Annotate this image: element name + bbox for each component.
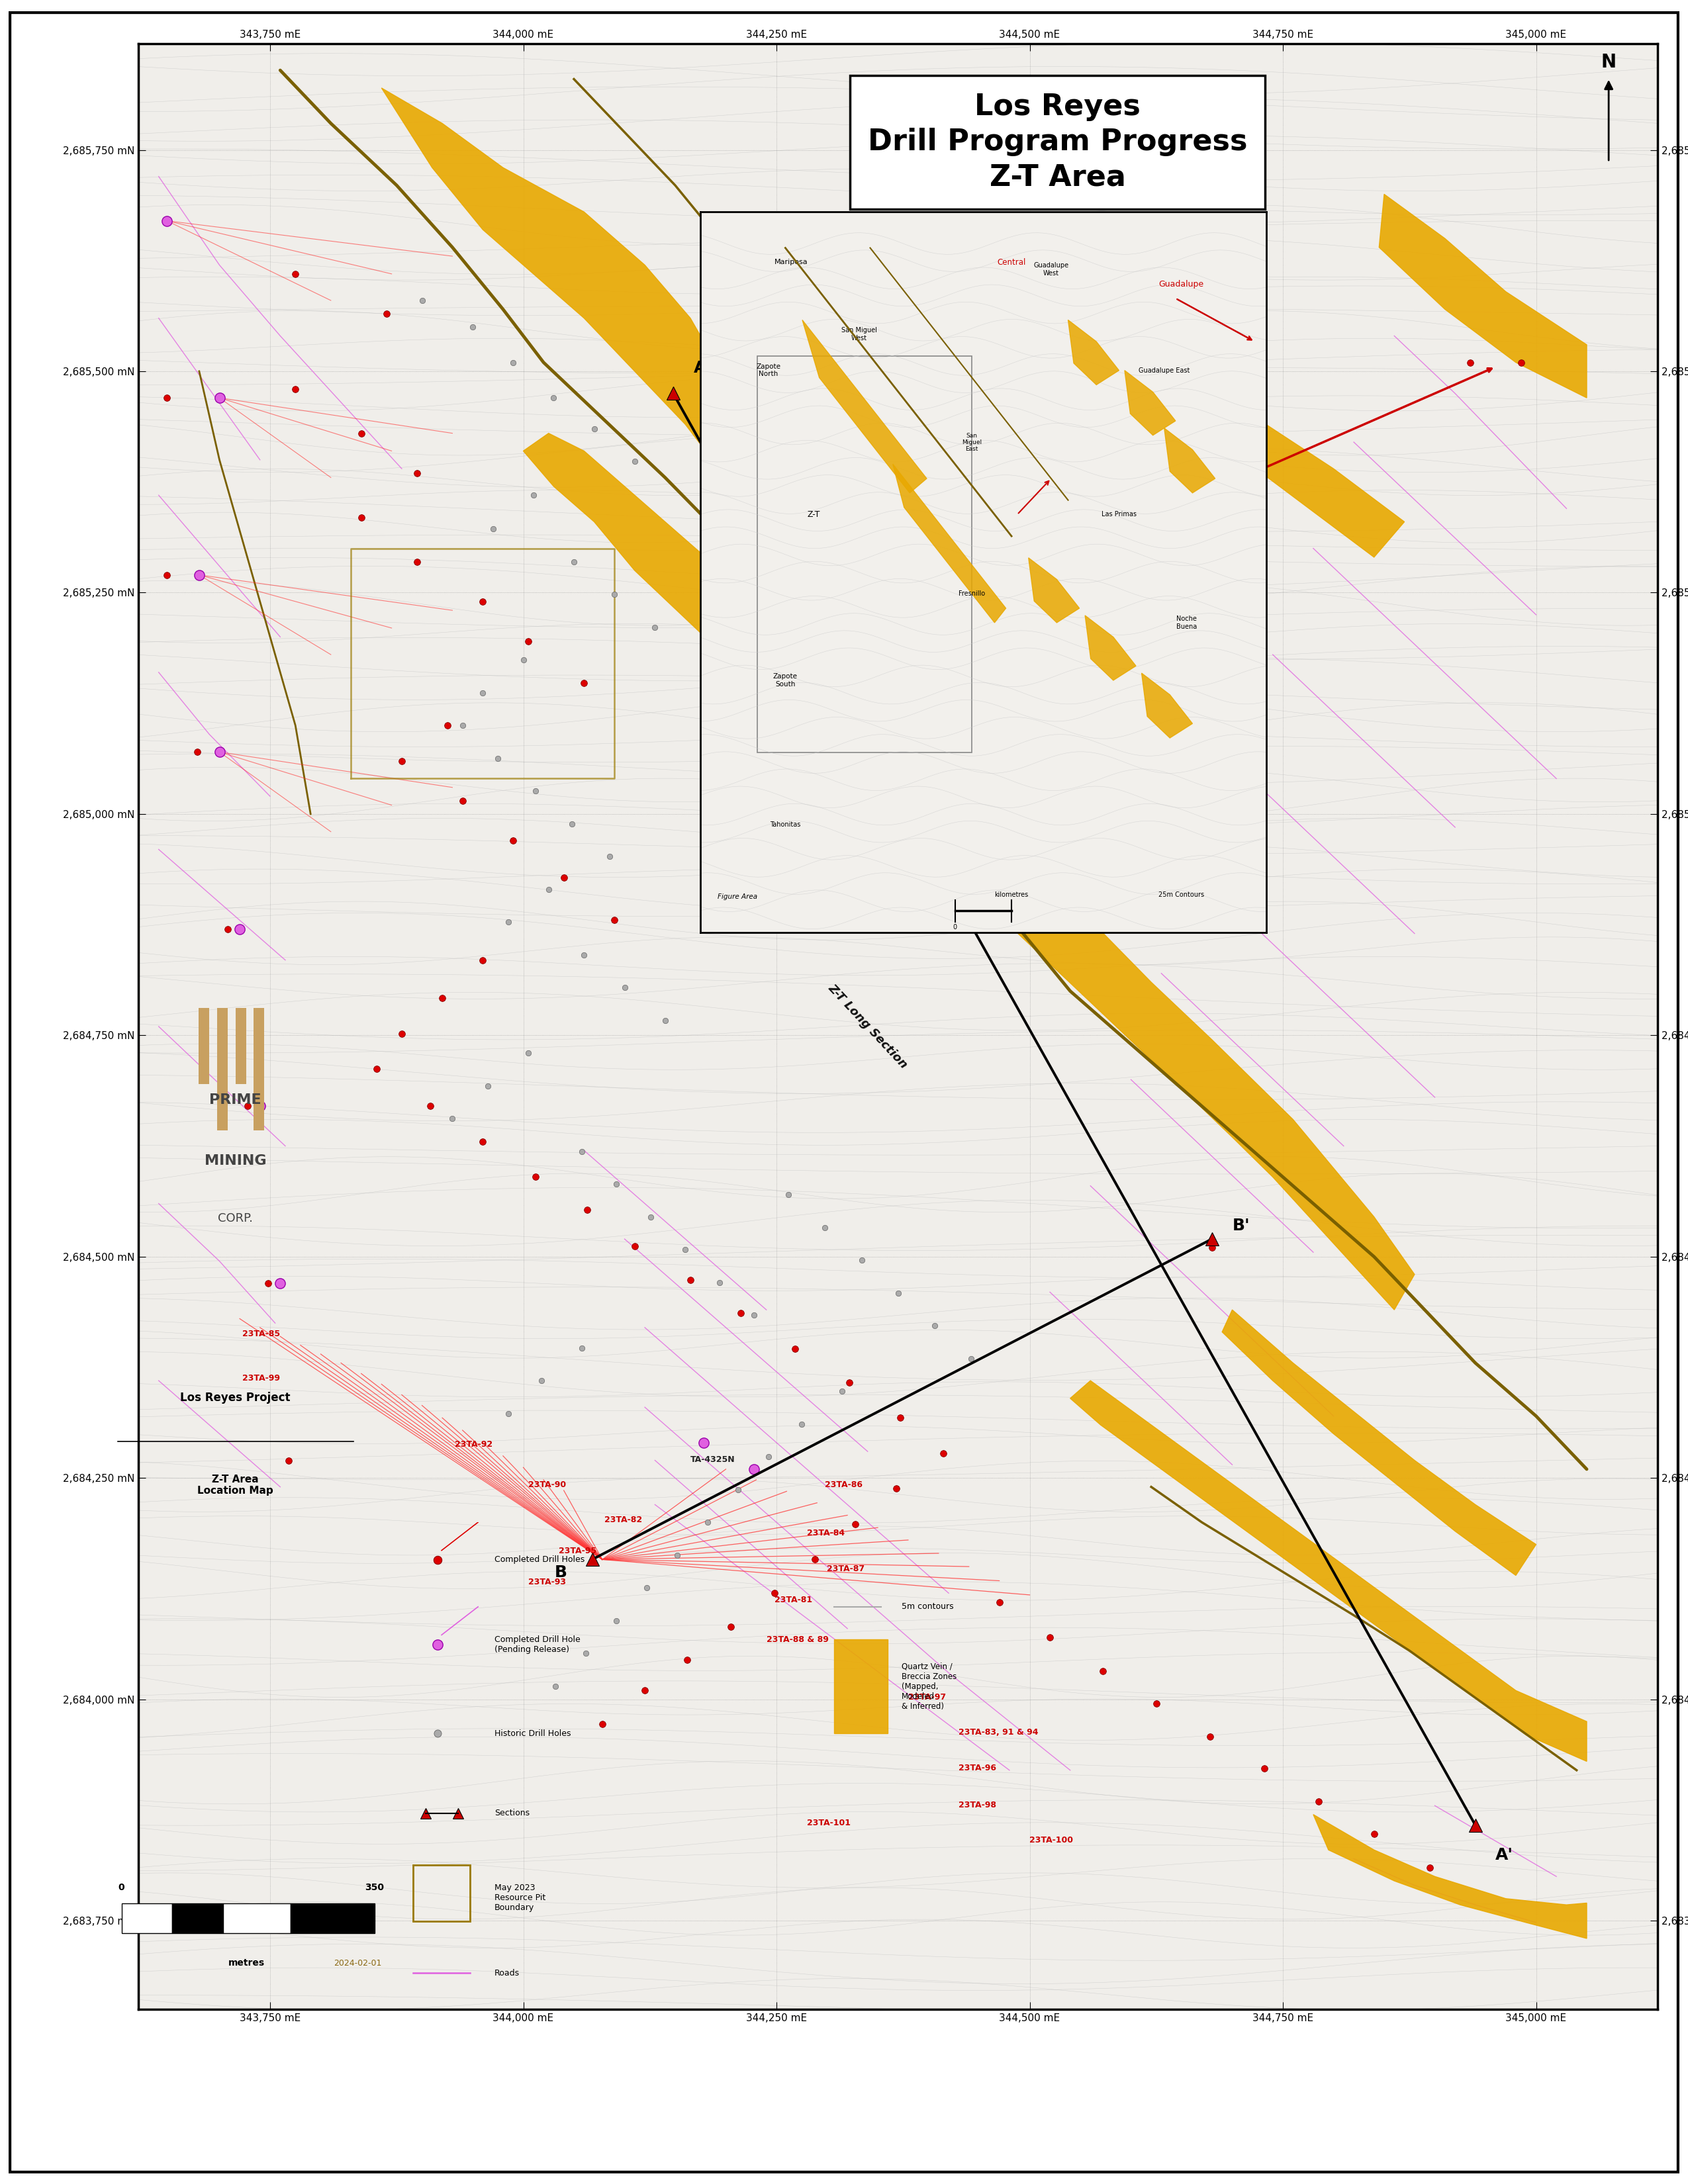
- Text: Los Reyes
Drill Program Progress
Z-T Area: Los Reyes Drill Program Progress Z-T Are…: [868, 92, 1247, 192]
- Text: 2024-02-01: 2024-02-01: [334, 1959, 381, 1968]
- Text: 23TA-84: 23TA-84: [807, 1529, 844, 1538]
- Text: CORP.: CORP.: [218, 1212, 253, 1223]
- Text: Roads: Roads: [495, 1968, 520, 1977]
- Text: N: N: [1600, 52, 1617, 72]
- Bar: [122, 1902, 172, 1933]
- Polygon shape: [1069, 319, 1119, 384]
- Bar: [236, 1007, 246, 1083]
- Text: PRIME: PRIME: [209, 1092, 262, 1107]
- Text: San Miguel
West: San Miguel West: [841, 328, 876, 341]
- Text: 23TA-92: 23TA-92: [456, 1441, 493, 1448]
- Polygon shape: [523, 432, 1415, 1310]
- Text: 0: 0: [118, 1883, 125, 1891]
- Bar: [223, 1902, 290, 1933]
- Polygon shape: [1124, 371, 1175, 435]
- Text: 23TA-101: 23TA-101: [807, 1819, 851, 1828]
- Text: Fresnillo: Fresnillo: [959, 590, 986, 596]
- Polygon shape: [802, 319, 927, 494]
- Bar: [253, 1007, 265, 1131]
- Text: San
Miguel
East: San Miguel East: [962, 432, 982, 452]
- Text: 5m contours: 5m contours: [901, 1603, 954, 1612]
- Text: Noche
Buena: Noche Buena: [1177, 616, 1197, 629]
- Text: 23TA-100: 23TA-100: [1030, 1837, 1074, 1845]
- Text: Central: Central: [1085, 537, 1121, 581]
- Polygon shape: [381, 87, 756, 478]
- Text: May 2023
Resource Pit
Boundary: May 2023 Resource Pit Boundary: [495, 1883, 545, 1913]
- Text: 23TA-90: 23TA-90: [528, 1481, 565, 1489]
- Text: B: B: [554, 1564, 567, 1581]
- Polygon shape: [1141, 673, 1192, 738]
- Text: Z-T Area
Location Map: Z-T Area Location Map: [197, 1474, 273, 1496]
- Text: Los Reyes Project: Los Reyes Project: [181, 1391, 290, 1404]
- Text: Quartz Vein /
Breccia Zones
(Mapped,
Modeled
& Inferred): Quartz Vein / Breccia Zones (Mapped, Mod…: [901, 1662, 957, 1710]
- Text: 23TA-85: 23TA-85: [243, 1330, 280, 1339]
- Text: Completed Drill Holes: Completed Drill Holes: [495, 1555, 584, 1564]
- Bar: [199, 1007, 209, 1083]
- Text: 23TA-86: 23TA-86: [825, 1481, 863, 1489]
- Bar: [756, 356, 972, 751]
- Text: Guadalupe East: Guadalupe East: [1139, 367, 1190, 373]
- Text: Las Primas: Las Primas: [1102, 511, 1136, 518]
- Polygon shape: [1165, 428, 1215, 494]
- Bar: [172, 1902, 223, 1933]
- Polygon shape: [1171, 380, 1404, 557]
- Text: 23TA-82: 23TA-82: [604, 1516, 641, 1524]
- Text: A': A': [1496, 1848, 1514, 1863]
- Text: 23TA-99: 23TA-99: [243, 1374, 280, 1382]
- Text: 0: 0: [954, 924, 957, 930]
- Text: 23TA-87: 23TA-87: [827, 1564, 864, 1572]
- Text: 23TA-81: 23TA-81: [775, 1594, 812, 1603]
- Polygon shape: [1379, 194, 1587, 397]
- Text: 23TA-88 & 89: 23TA-88 & 89: [766, 1636, 829, 1645]
- Text: Guadalupe: Guadalupe: [1158, 280, 1204, 288]
- Text: A: A: [694, 360, 706, 376]
- Text: Zapote
South: Zapote South: [773, 673, 798, 688]
- Polygon shape: [1070, 1380, 1587, 1760]
- Polygon shape: [1085, 616, 1136, 681]
- Text: Sections: Sections: [495, 1808, 530, 1817]
- Text: 23TA-97: 23TA-97: [908, 1693, 945, 1701]
- Text: 23TA-83, 91 & 94: 23TA-83, 91 & 94: [959, 1728, 1038, 1736]
- Text: Completed Drill Hole
(Pending Release): Completed Drill Hole (Pending Release): [495, 1636, 581, 1653]
- Bar: [218, 1007, 228, 1131]
- Polygon shape: [1222, 1310, 1536, 1575]
- Bar: [414, 1865, 469, 1922]
- Text: 350: 350: [365, 1883, 385, 1891]
- Text: Zapote
North: Zapote North: [756, 363, 780, 378]
- Text: Figure Area: Figure Area: [717, 893, 758, 900]
- Text: metres: metres: [228, 1959, 265, 1968]
- Text: Central: Central: [998, 258, 1026, 266]
- Text: Guadalupe
West: Guadalupe West: [1033, 262, 1069, 277]
- Text: kilometres: kilometres: [994, 891, 1028, 898]
- Text: TA-4325N: TA-4325N: [690, 1455, 736, 1463]
- Text: B': B': [1232, 1216, 1249, 1234]
- Text: Mariposa: Mariposa: [775, 260, 809, 266]
- Text: 23TA-95: 23TA-95: [559, 1546, 596, 1555]
- Text: Z-T Long Section: Z-T Long Section: [825, 983, 910, 1070]
- Text: Tahonitas: Tahonitas: [770, 821, 800, 828]
- Text: 23TA-93: 23TA-93: [528, 1577, 565, 1586]
- Text: 25m Contours: 25m Contours: [1158, 891, 1204, 898]
- Polygon shape: [1028, 557, 1079, 622]
- Polygon shape: [893, 465, 1006, 622]
- Text: 23TA-98: 23TA-98: [959, 1802, 996, 1808]
- Text: Z-T: Z-T: [807, 511, 820, 520]
- Bar: [290, 1902, 375, 1933]
- Text: MINING: MINING: [204, 1153, 267, 1168]
- Polygon shape: [834, 1640, 888, 1734]
- Text: Historic Drill Holes: Historic Drill Holes: [495, 1730, 571, 1738]
- Text: 23TA-96: 23TA-96: [959, 1765, 996, 1771]
- Polygon shape: [1313, 1815, 1587, 1939]
- Text: Guadalupe: Guadalupe: [1151, 430, 1231, 463]
